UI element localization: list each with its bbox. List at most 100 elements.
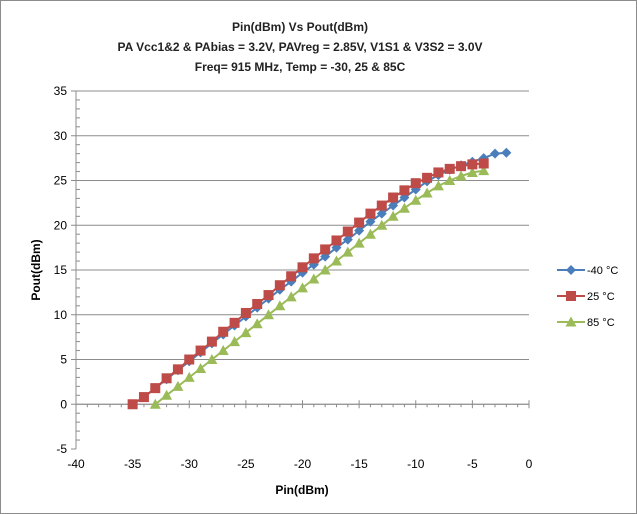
data-point — [490, 148, 501, 159]
series-line — [132, 151, 507, 406]
x-tick-label: -30 — [181, 457, 199, 471]
y-axis-title: Pout(dBm) — [29, 239, 43, 300]
data-point — [240, 307, 251, 318]
y-tick-label: 25 — [54, 174, 68, 188]
chart-title-line-1: Pin(dBm) Vs Pout(dBm) — [232, 20, 368, 34]
data-point — [365, 216, 376, 227]
x-tick-label: -40 — [67, 457, 85, 471]
legend-label: 85 °C — [587, 317, 615, 329]
data-point — [455, 170, 467, 181]
data-point — [342, 234, 353, 245]
data-point — [365, 208, 376, 219]
data-point — [444, 163, 455, 174]
data-point — [467, 159, 478, 170]
y-tick-label: 35 — [54, 84, 68, 98]
data-point — [127, 399, 138, 410]
legend-label: -40 °C — [587, 265, 618, 277]
data-point — [206, 354, 218, 364]
y-tick-label: 0 — [60, 397, 67, 411]
legend-marker — [565, 316, 577, 327]
y-tick-label: 10 — [54, 308, 68, 322]
data-point — [263, 309, 275, 320]
data-point — [320, 244, 331, 255]
legend-marker — [566, 291, 576, 301]
y-tick-label: 30 — [54, 129, 68, 143]
data-point — [376, 208, 387, 219]
chart-title-line-2: PA Vcc1&2 & PAbias = 3.2V, PAVreg = 2.85… — [118, 40, 483, 54]
data-point — [398, 202, 410, 213]
chart-title-line-3: Freq= 915 MHz, Temp = -30, 25 & 85C — [195, 60, 406, 74]
y-tick-label: -5 — [56, 442, 67, 456]
data-point — [353, 237, 365, 248]
legend-label: 25 °C — [587, 291, 615, 303]
data-point — [432, 180, 444, 191]
data-point — [172, 380, 184, 391]
data-point — [421, 187, 433, 198]
data-point — [422, 172, 433, 183]
data-point — [433, 167, 444, 178]
data-point — [364, 228, 376, 239]
data-point — [218, 326, 229, 337]
data-point — [195, 345, 206, 356]
data-point — [217, 345, 229, 356]
data-point — [478, 158, 489, 169]
data-point — [161, 373, 172, 384]
x-tick-label: -15 — [350, 457, 368, 471]
chart-title: Pin(dBm) Vs Pout(dBm) PA Vcc1&2 & PAbias… — [118, 20, 483, 74]
data-point — [388, 192, 399, 203]
x-tick-label: -20 — [294, 457, 312, 471]
data-point — [297, 262, 308, 273]
y-tick-label: 15 — [54, 263, 68, 277]
data-point — [376, 200, 387, 211]
gridlines — [76, 90, 529, 405]
y-tick-label: 20 — [54, 218, 68, 232]
data-point — [376, 219, 388, 230]
data-point — [172, 364, 183, 375]
data-point — [229, 336, 241, 347]
data-point — [274, 280, 285, 291]
x-tick-label: -25 — [237, 457, 255, 471]
data-point — [286, 271, 297, 282]
data-point — [308, 273, 320, 284]
data-point — [138, 392, 149, 403]
data-point — [330, 255, 342, 266]
data-point — [263, 290, 274, 301]
data-point — [308, 253, 319, 264]
data-point — [297, 282, 308, 293]
data-point — [229, 317, 240, 328]
data-point — [161, 389, 173, 400]
legend-marker — [566, 265, 576, 275]
data-point — [331, 235, 342, 246]
data-point — [387, 210, 399, 221]
data-point — [285, 291, 297, 302]
x-tick-label: -10 — [407, 457, 425, 471]
data-point — [388, 200, 399, 211]
data-point — [149, 398, 161, 409]
x-tick-label: -35 — [124, 457, 142, 471]
data-point — [456, 161, 467, 172]
data-point — [251, 318, 263, 329]
data-point — [410, 178, 421, 189]
legend: -40 °C 25 °C 85 °C — [557, 265, 618, 329]
x-tick-label: 0 — [526, 457, 533, 471]
x-tick-label: -5 — [467, 457, 478, 471]
x-axis-title: Pin(dBm) — [275, 483, 328, 497]
data-point — [240, 327, 252, 338]
data-point — [274, 300, 286, 311]
data-point — [354, 217, 365, 228]
data-point — [410, 194, 422, 205]
data-series — [127, 147, 512, 410]
data-point — [342, 226, 353, 237]
data-point — [399, 185, 410, 196]
data-point — [195, 362, 207, 373]
data-point — [320, 251, 331, 262]
y-tick-label: 5 — [60, 353, 67, 367]
data-point — [319, 264, 331, 275]
data-point — [466, 166, 478, 177]
data-point — [342, 246, 354, 257]
data-point — [206, 336, 217, 347]
data-point — [354, 225, 365, 236]
axes: -5 0 5 10 15 20 25 30 35 -40 -35 -30 -25 -20 -15 -10 -5 0 — [54, 84, 533, 471]
data-point — [150, 383, 161, 394]
